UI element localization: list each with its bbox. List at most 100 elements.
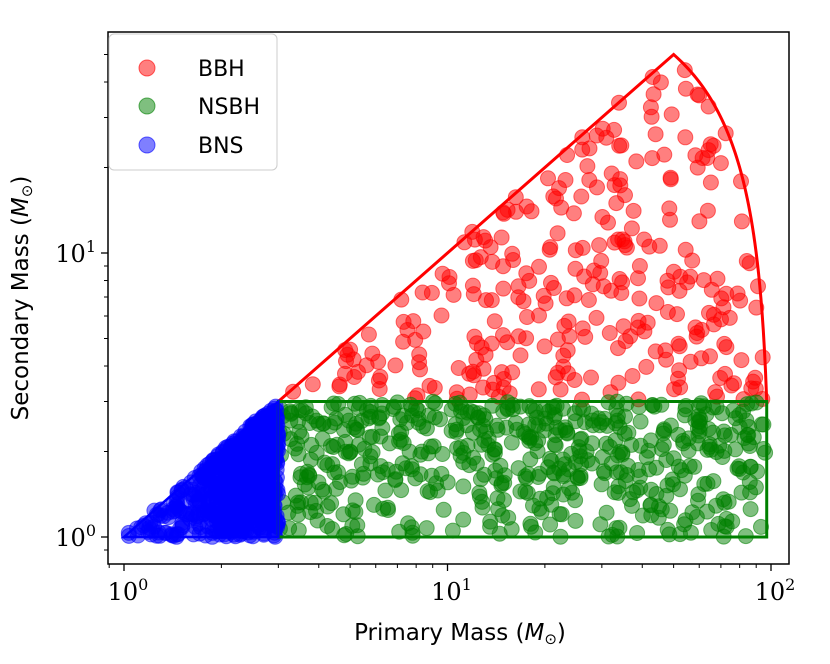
point-bbh [395,333,412,350]
legend: BBH NSBH BNS [108,33,278,171]
point-bns [259,423,276,440]
point-bbh [495,280,512,297]
point-nsbh [632,413,649,430]
point-nsbh [292,469,309,486]
point-nsbh [658,487,675,504]
point-nsbh [742,501,759,518]
point-nsbh [412,466,429,483]
point-bbh [464,252,481,269]
point-bbh [614,231,631,248]
point-nsbh [297,405,314,422]
y-tick-label: 100 [55,521,96,552]
point-bbh [567,242,584,259]
point-nsbh [342,444,359,461]
point-nsbh [310,474,327,491]
x-tick-label: 100 [108,575,149,606]
boundary-layer [120,52,769,539]
point-nsbh [755,416,772,433]
point-bbh [594,209,611,225]
point-bbh [615,318,632,335]
point-nsbh [690,427,707,444]
point-bns [222,446,239,463]
boundary-bns [120,398,280,539]
point-bbh [718,339,735,356]
point-bbh [612,171,629,188]
point-bbh [691,213,708,230]
point-bbh [647,343,664,360]
point-bbh [465,363,481,380]
point-nsbh [487,462,504,479]
point-bbh [676,62,693,79]
point-nsbh [323,399,340,416]
point-bbh [595,278,612,295]
point-nsbh [630,398,647,415]
point-bbh [553,199,570,216]
point-nsbh [314,430,331,447]
point-nsbh [576,414,593,431]
point-bbh [617,187,633,204]
point-nsbh [480,430,497,447]
point-bbh [547,369,564,386]
point-bns [233,475,250,492]
point-bbh [610,374,627,391]
point-bbh [699,202,716,219]
point-bbh [536,338,553,355]
ticks-layer: 100 101 102 100 101 [55,53,796,606]
point-bbh [510,278,527,295]
point-nsbh [724,513,741,530]
x-tick-label: 102 [755,575,796,606]
point-nsbh [346,419,362,436]
point-bbh [658,351,675,368]
points-layer [120,62,774,545]
point-nsbh [699,503,716,520]
point-bbh [337,365,353,382]
point-nsbh [592,516,609,533]
point-bbh [512,347,529,364]
point-bbh [445,286,462,303]
point-bbh [689,86,706,103]
point-nsbh [621,491,638,508]
point-nsbh [517,468,534,485]
point-nsbh [739,427,756,443]
point-nsbh [670,426,687,443]
point-nsbh [653,501,670,518]
point-nsbh [455,478,472,495]
point-bbh [665,263,682,280]
point-bbh [588,127,605,144]
point-nsbh [335,506,352,523]
point-nsbh [567,512,584,529]
point-bbh [733,213,750,230]
point-bbh [677,241,694,258]
point-bbh [549,225,566,242]
point-bbh [411,346,428,363]
point-nsbh [329,436,345,453]
point-bns [247,501,264,518]
point-nsbh [418,520,435,537]
point-nsbh [714,405,731,422]
boundary-bbh [277,52,769,403]
point-bbh [689,325,706,341]
point-bbh [551,180,567,197]
point-bns [140,523,156,540]
point-bbh [535,287,552,304]
point-bbh [630,270,646,287]
point-nsbh [609,412,626,429]
point-nsbh [735,403,751,420]
point-bbh [579,158,596,175]
point-bbh [304,376,321,393]
point-nsbh [472,471,489,488]
point-bbh [499,334,516,351]
point-bbh [682,268,699,285]
point-bns [183,486,200,503]
point-bbh [559,342,576,359]
point-bns [263,488,280,505]
point-bbh [583,369,599,386]
point-bbh [360,326,377,343]
point-bbh [591,237,608,254]
point-nsbh [673,462,690,479]
point-bbh [651,237,668,254]
point-bbh [656,146,673,163]
point-nsbh [716,494,733,511]
point-bns [211,472,228,489]
point-nsbh [705,473,722,490]
